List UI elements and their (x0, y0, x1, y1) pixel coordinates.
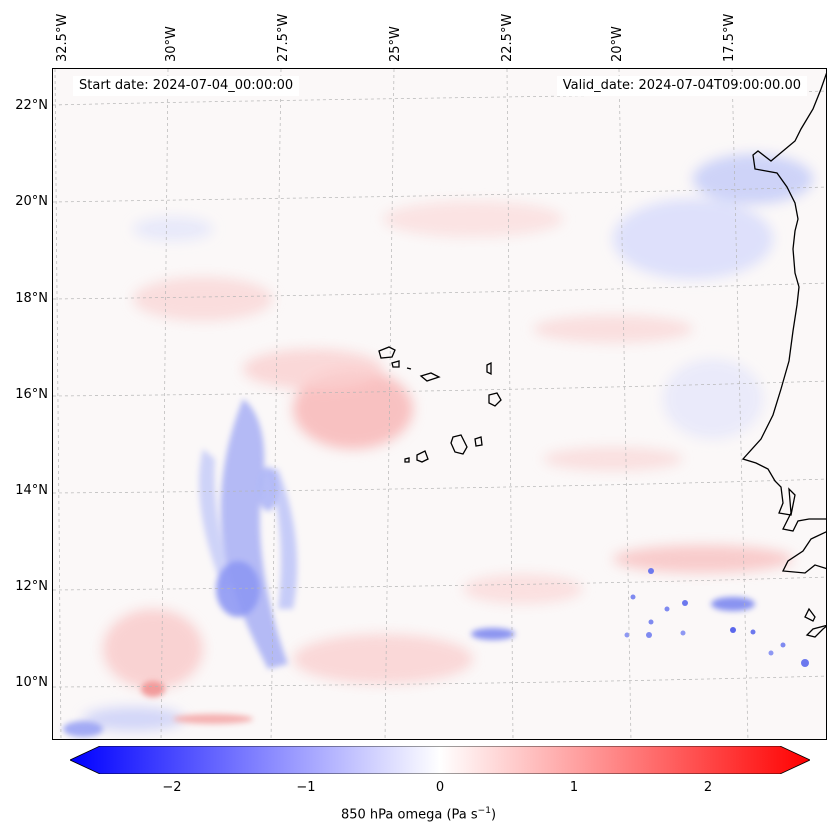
lon-label-22-5w: 22.5°W (500, 13, 515, 62)
lat-label-16n: 16°N (15, 387, 48, 402)
graticule (53, 69, 826, 739)
colorbar-tick-2: 2 (703, 780, 713, 795)
lat-label-14n: 14°N (15, 483, 48, 498)
convective-spots (624, 568, 809, 667)
omega-field (53, 69, 826, 739)
lat-label-18n: 18°N (15, 291, 48, 306)
colorbar-ramp (70, 746, 810, 774)
lat-label-22n: 22°N (15, 98, 48, 113)
lon-label-27-5w: 27.5°W (276, 13, 291, 62)
lon-label-17-5w: 17.5°W (722, 13, 737, 62)
colorbar-tick-0: 0 (435, 780, 445, 795)
colorbar-label-exponent: −1 (477, 806, 491, 816)
lon-label-20w: 20°W (610, 26, 625, 62)
colorbar-label-text: 850 hPa omega (Pa s (340, 807, 478, 823)
colorbar-tick-neg1: −1 (296, 780, 316, 795)
colorbar-tick-1: 1 (569, 780, 579, 795)
lat-label-10n: 10°N (15, 675, 48, 690)
colorbar-tick-neg2: −2 (162, 780, 182, 795)
omega-shading (83, 154, 813, 731)
omega-bands (63, 399, 755, 737)
start-date-label: Start date: 2024-07-04_00:00:00 (73, 76, 300, 96)
colorbar (70, 746, 810, 774)
omega-map-panel (52, 68, 827, 740)
colorbar-label-close: ) (490, 807, 497, 823)
cape-verde-islands (378, 346, 502, 463)
lat-label-12n: 12°N (15, 579, 48, 594)
lon-label-32-5w: 32.5°W (55, 13, 70, 62)
colorbar-label: 850 hPa omega (Pa s−1) (0, 806, 837, 822)
lon-label-30w: 30°W (164, 26, 179, 62)
valid-date-label: Valid_date: 2024-07-04T09:00:00.00 (556, 76, 807, 96)
lat-label-20n: 20°N (15, 194, 48, 209)
lon-label-25w: 25°W (388, 26, 403, 62)
africa-coastline (741, 72, 826, 638)
